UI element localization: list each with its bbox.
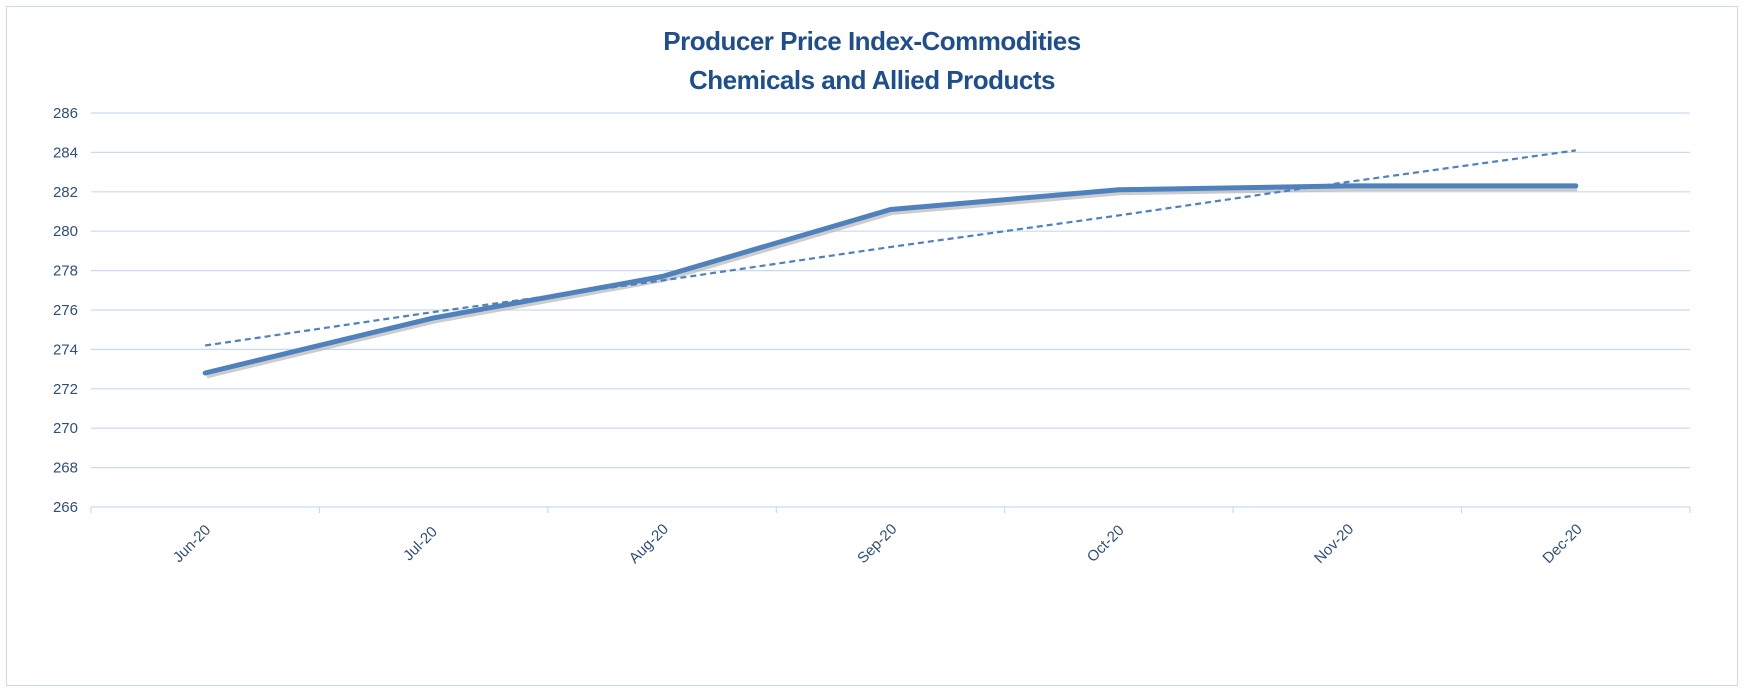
series-line-solid [202, 183, 1579, 376]
y-tick-label: 266 [53, 499, 78, 516]
y-tick-label: 274 [53, 341, 78, 358]
x-tick-label: Jun-20 [170, 522, 214, 566]
y-tick-label: 286 [53, 105, 78, 122]
y-tick-label: 270 [53, 420, 78, 437]
y-tick-label: 276 [53, 302, 78, 319]
x-tick-label: Oct-20 [1084, 522, 1128, 566]
y-tick-label: 280 [53, 223, 78, 240]
x-tick-label: Sep-20 [854, 521, 900, 567]
series-line-shadow [206, 186, 1578, 379]
y-tick-label: 284 [53, 144, 78, 161]
chart-frame [6, 6, 1738, 686]
x-tick-label: Dec-20 [1539, 521, 1585, 567]
series-line-dashed [205, 149, 1576, 347]
y-tick-label: 278 [53, 263, 78, 280]
chart-title-line1: Producer Price Index-Commodities [663, 26, 1081, 56]
chart-title: Producer Price Index-Commodities Chemica… [0, 22, 1744, 100]
y-tick-label: 282 [53, 184, 78, 201]
chart-subtitle: Chemicals and Allied Products [689, 65, 1055, 95]
y-tick-label: 268 [53, 460, 78, 477]
x-tick-label: Jul-20 [400, 523, 441, 564]
y-tick-label: 272 [53, 381, 78, 398]
x-tick-label: Nov-20 [1311, 521, 1357, 567]
x-tick-label: Aug-20 [626, 521, 672, 567]
